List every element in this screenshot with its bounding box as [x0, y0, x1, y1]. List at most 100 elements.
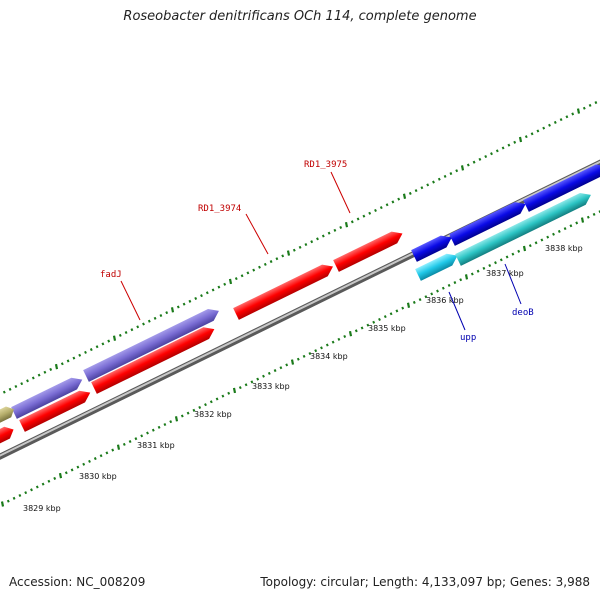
outer-tick — [513, 140, 517, 144]
inner-tick — [186, 411, 190, 415]
inner-tick — [424, 295, 428, 299]
inner-tick — [12, 496, 16, 500]
outer-tick — [565, 115, 569, 119]
outer-tick — [170, 307, 175, 313]
tick-label-3835: 3835 kbp — [368, 324, 406, 333]
outer-tick — [484, 155, 488, 159]
outer-tick — [223, 282, 227, 286]
inner-tick — [552, 232, 555, 236]
outer-tick — [286, 250, 291, 256]
outer-tick — [43, 370, 47, 374]
inner-tick — [447, 283, 451, 287]
outer-tick — [269, 260, 273, 264]
outer-tick — [576, 108, 581, 114]
outer-tick — [142, 322, 145, 326]
outer-tick — [466, 163, 470, 167]
inner-tick — [70, 468, 74, 472]
inner-tick — [285, 363, 289, 367]
outer-tick — [20, 382, 24, 386]
inner-tick — [215, 397, 219, 401]
tick-label-3833: 3833 kbp — [252, 382, 290, 391]
outer-tick — [391, 200, 395, 204]
inner-tick — [111, 448, 115, 452]
outer-tick — [89, 348, 93, 352]
outer-tick — [379, 206, 383, 210]
inner-tick — [157, 425, 161, 429]
inner-tick — [146, 431, 149, 435]
outer-tick — [234, 277, 238, 281]
outer-tick — [333, 228, 337, 232]
outer-tick — [263, 262, 267, 266]
inner-tick — [308, 352, 312, 356]
inner-tick — [88, 459, 91, 463]
inner-tick — [314, 349, 318, 353]
outer-tick — [571, 112, 575, 116]
inner-tick — [174, 416, 179, 422]
outer-tick — [176, 305, 180, 309]
inner-tick — [232, 387, 237, 394]
gene-label-deob: deoB — [512, 308, 534, 318]
inner-tick — [134, 437, 138, 441]
inner-tick-track — [0, 210, 600, 507]
outer-tick — [240, 274, 244, 278]
inner-tick — [372, 320, 376, 324]
outer-tick — [72, 356, 76, 360]
outer-tick — [402, 193, 407, 199]
outer-tick — [460, 165, 465, 171]
inner-tick — [511, 252, 515, 256]
outer-tick — [281, 254, 285, 258]
inner-tick — [0, 501, 5, 507]
inner-tick — [557, 229, 561, 233]
gene-annotations: fadJ RD1_3974 RD1_3975 upp deoB — [100, 160, 534, 343]
inner-tick — [267, 371, 271, 375]
inner-tick — [592, 212, 596, 216]
inner-tick — [18, 493, 22, 497]
inner-tick — [140, 434, 144, 438]
outer-tick — [188, 299, 192, 303]
outer-tick — [95, 345, 99, 349]
outer-tick — [356, 217, 360, 221]
gene-feature-blue-2 — [449, 202, 526, 246]
outer-tick — [408, 191, 412, 195]
outer-tick — [194, 296, 198, 300]
inner-tick — [227, 391, 231, 395]
inner-tick — [256, 377, 260, 381]
outer-tick — [449, 172, 453, 176]
outer-tick — [153, 316, 157, 320]
inner-tick — [517, 249, 521, 253]
tick-label-3837: 3837 kbp — [486, 269, 524, 278]
inner-tick — [204, 403, 207, 407]
outer-tick — [292, 248, 296, 252]
inner-tick — [401, 306, 405, 310]
gene-feature-red-left — [0, 426, 14, 446]
inner-tick — [406, 302, 411, 308]
inner-tick — [180, 414, 184, 418]
outer-tick — [310, 240, 314, 244]
inner-tick — [244, 383, 248, 387]
outer-tick — [530, 132, 534, 136]
gene-label-rd1-3975: RD1_3975 — [304, 160, 347, 170]
inner-tick — [198, 405, 202, 409]
outer-tick-track — [0, 101, 598, 398]
inner-tick — [563, 227, 567, 231]
inner-tick — [522, 245, 527, 252]
outer-tick — [2, 390, 6, 394]
outer-tick — [518, 136, 523, 143]
inner-tick — [528, 244, 532, 248]
inner-tick — [586, 215, 590, 219]
inner-tick — [470, 272, 474, 276]
inner-tick — [93, 457, 97, 461]
outer-tick — [548, 123, 551, 127]
outer-tick — [118, 333, 122, 337]
inner-tick — [221, 394, 225, 398]
outer-tick — [205, 291, 209, 295]
inner-tick — [476, 269, 480, 273]
outer-tick — [316, 237, 319, 241]
inner-tick — [325, 343, 329, 347]
inner-tick — [192, 408, 196, 412]
tick-label-3836: 3836 kbp — [426, 296, 464, 305]
inner-tick — [64, 471, 68, 475]
inner-tick — [128, 440, 132, 444]
inner-tick — [534, 241, 538, 245]
outer-tick — [26, 379, 29, 383]
